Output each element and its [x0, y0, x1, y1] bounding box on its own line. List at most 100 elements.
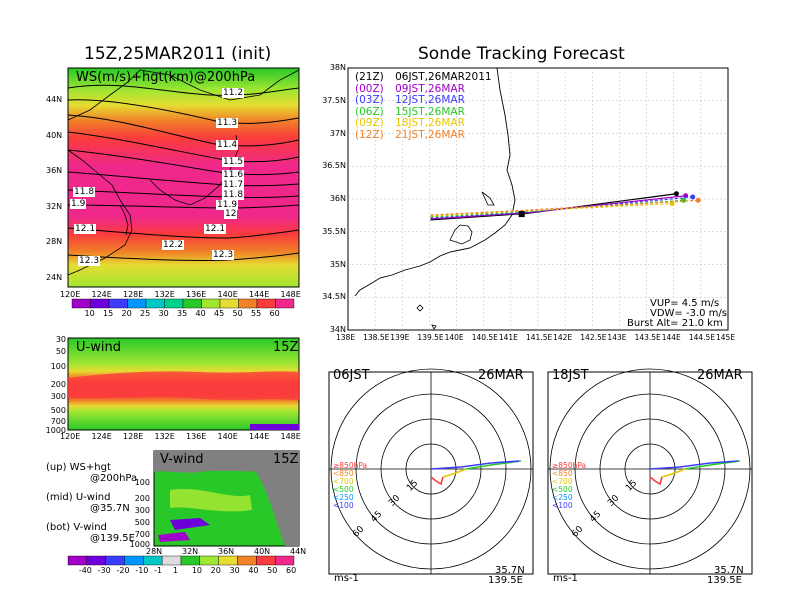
hodograph-left: [328, 368, 534, 575]
ws-colorbar: [71, 298, 295, 309]
track-lat-tick: 37N: [329, 128, 346, 138]
sonde-position-marker: [518, 211, 525, 218]
vwind-colorbar-label: -10: [135, 566, 149, 575]
uwind-lon-tick: 144E: [249, 432, 270, 441]
ws-colorbar-label: 20: [121, 309, 132, 318]
contour-label: 11.2: [222, 88, 245, 98]
vwind-colorbar-label: -30: [97, 566, 111, 575]
hodo-legend-item: <500: [552, 485, 573, 494]
map-lat-tick: 24N: [46, 272, 63, 282]
vwind-lat-tick: 44N: [290, 547, 307, 556]
left-title: 15Z,25MAR2011 (init): [84, 44, 272, 64]
track-lat-tick: 35.5N: [322, 226, 346, 236]
ws-colorbar-swatch: [108, 298, 128, 309]
contour-label: 12.1: [74, 224, 97, 234]
sonde-tracks: [430, 191, 701, 221]
contour-label: 1.9: [70, 199, 87, 209]
track-lon-tick: 145E: [716, 333, 736, 342]
track-lon-tick: 140E: [444, 333, 464, 342]
hodo-legend-item: <100: [333, 501, 354, 510]
ws-colorbar-label: 25: [140, 309, 151, 318]
legend-code: (06Z): [355, 105, 384, 118]
map-lon-tick: 144E: [249, 290, 270, 299]
ws-colorbar-swatch: [164, 298, 184, 309]
track-lon-tick: 143.5E: [634, 333, 661, 342]
vwind-colorbar-swatch: [180, 555, 201, 566]
map-lat-tick: 28N: [46, 237, 63, 246]
vdw-readout: VDW= -3.0 m/s: [650, 308, 727, 319]
tracking-grid: [348, 68, 728, 330]
uwind-lon-tick: 132E: [154, 432, 175, 441]
legend-code: (03Z): [355, 94, 384, 106]
ws-colorbar-swatch: [182, 298, 202, 309]
uwind-lon-tick: 128E: [123, 432, 144, 441]
contour-label: 11.3: [216, 118, 239, 128]
contour-label: 12.3: [78, 256, 101, 266]
vwind-p-tick: 1000: [129, 540, 150, 549]
hodo-right-time: 18JST: [552, 368, 589, 383]
hodo-trace: [430, 476, 444, 486]
map-lon-tick: 132E: [154, 290, 175, 299]
vwind-colorbar-swatch: [256, 555, 276, 566]
uwind-p-tick: 30: [55, 335, 66, 344]
track-lon-tick: 138.5E: [363, 333, 390, 342]
vwind-colorbar-swatch: [67, 555, 88, 566]
map-lon-tick: 128E: [123, 290, 144, 299]
hodo-left-lat: 35.7N: [495, 565, 525, 576]
ws-map-panel: [67, 67, 300, 288]
contour-label: 11.8: [73, 187, 96, 197]
sonde-track-line: [430, 195, 686, 220]
uwind-time: 15Z: [273, 340, 299, 355]
vwind-colorbar-swatch: [274, 555, 295, 566]
vwind-colorbar-label: 60: [286, 566, 297, 575]
hodo-legend-item: <700: [333, 477, 354, 486]
legend-time: 18JST,26MAR: [391, 117, 465, 129]
hodo-trace: [430, 460, 520, 470]
legend-code: (00Z): [355, 82, 384, 95]
hodo-left-time: 06JST: [333, 368, 370, 383]
tracking-legend-row: (00Z) 09JST,26MAR: [355, 82, 492, 96]
ws-colorbar-swatch: [90, 298, 110, 309]
ws-colorbar-label: 15: [103, 309, 114, 318]
vwind-colorbar: [67, 555, 295, 566]
vwind-lat-tick: 36N: [218, 547, 235, 556]
hodo-left-legend: ≥850hPa <850 <700 <500 <250 <100: [333, 462, 367, 510]
note-up-val: @200hPa: [90, 473, 138, 484]
track-lon-tick: 139.5E: [417, 333, 444, 342]
map-lon-tick: 120E: [60, 290, 81, 299]
hodo-legend-item: <700: [552, 477, 573, 486]
contour-label: 12.3: [212, 250, 235, 260]
map-lat-tick: 40N: [46, 130, 63, 140]
uwind-p-tick: 100: [50, 362, 66, 371]
vwind-p-tick: 300: [134, 506, 150, 515]
tracking-legend-row: (09Z) 18JST,26MAR: [355, 117, 492, 130]
vwind-panel: [153, 450, 300, 547]
track-lon-tick: 142E: [553, 333, 573, 342]
hodo-legend-item: <250: [552, 493, 573, 502]
hodo-right-date: 26MAR: [697, 368, 743, 383]
note-up-key: (up) WS+hgt: [46, 462, 111, 473]
legend-time: 06JST,26MAR2011: [391, 71, 492, 83]
vwind-colorbar-label: 50: [267, 566, 278, 575]
vwind-colorbar-swatch: [161, 555, 182, 566]
track-lon-tick: 138E: [336, 333, 356, 342]
vwind-colorbar-swatch: [237, 555, 257, 566]
vwind-p-tick: 500: [134, 518, 150, 527]
uwind-p-tick: 700: [50, 417, 66, 426]
ws-colorbar-label: 40: [195, 309, 206, 318]
track-lat-tick: 35N: [329, 259, 346, 269]
sonde-track-line: [430, 199, 699, 216]
uwind-p-tick: 200: [50, 380, 66, 389]
contour-label: 11.7: [222, 180, 245, 190]
hodo-right-unit: ms-1: [553, 573, 578, 584]
panel-notes: (up) WS+hgt @200hPa (mid) U-wind @35.7N …: [46, 462, 151, 544]
track-lon-tick: 144E: [661, 333, 681, 342]
track-lat-tick: 34N: [329, 325, 346, 334]
note-mid-val: @35.7N: [90, 503, 130, 514]
tracking-legend-row: (12Z) 21JST,26MAR: [355, 129, 492, 142]
map-lon-tick: 140E: [217, 290, 238, 299]
ws-colorbar-swatch: [145, 298, 165, 309]
hodo-legend-item: <850: [333, 469, 354, 478]
ws-colorbar-swatch: [256, 298, 276, 309]
vwind-colorbar-label: 30: [229, 566, 240, 575]
